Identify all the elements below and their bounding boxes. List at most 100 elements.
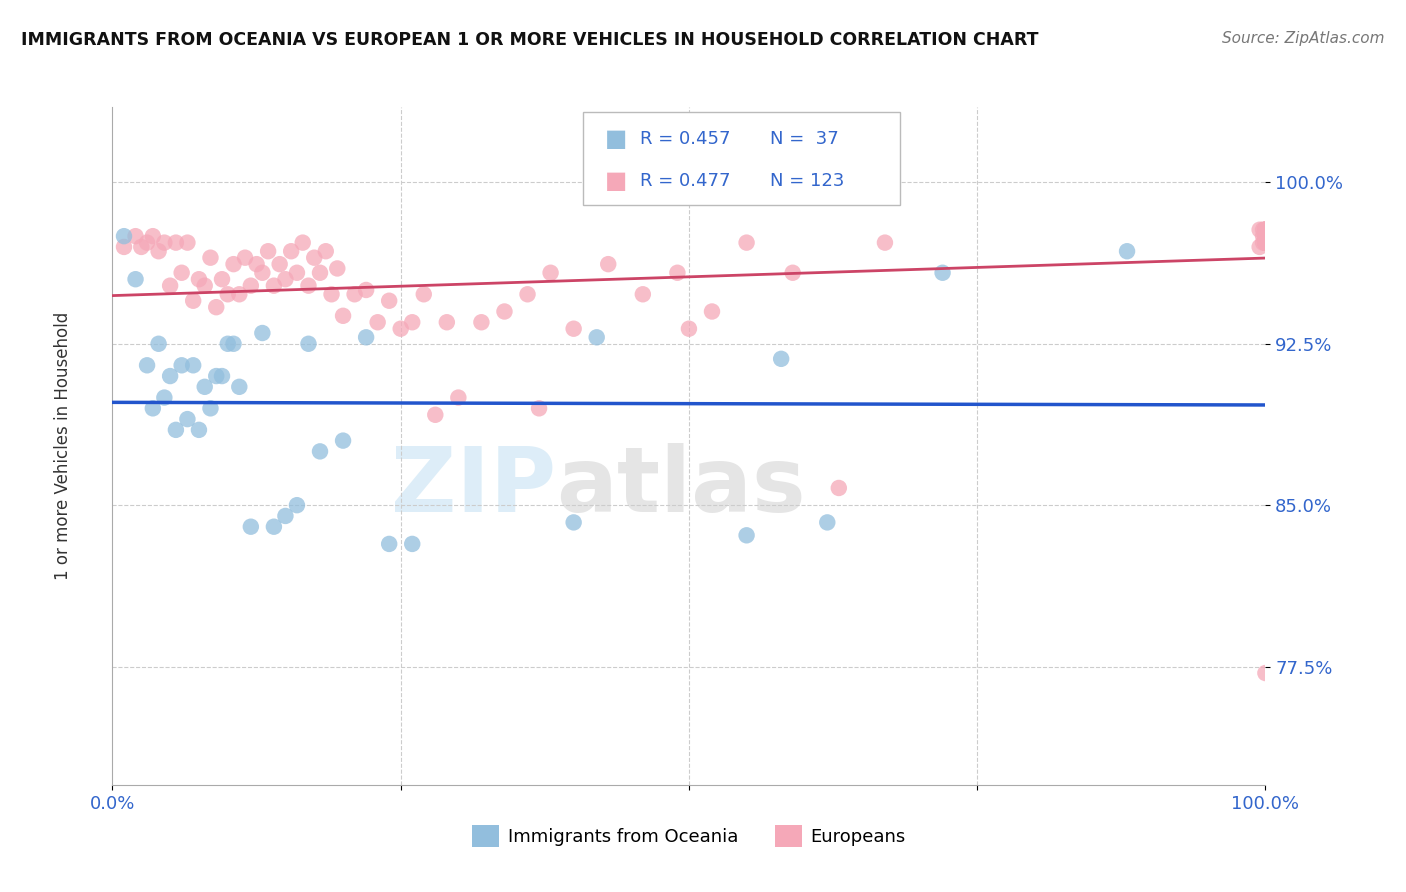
Point [562,322,585,336]
Point [233,251,256,265]
Point [1254,229,1277,244]
Point [112,240,135,254]
Point [124,272,146,286]
Point [297,278,319,293]
Point [228,380,250,394]
Point [631,287,654,301]
Text: N =  37: N = 37 [770,130,839,148]
Point [1251,229,1274,244]
Point [1254,229,1277,244]
Point [470,315,492,329]
Point [1254,235,1277,250]
Point [112,229,135,244]
Point [228,287,250,301]
Point [148,244,170,259]
Point [1254,229,1277,244]
Point [1254,235,1277,250]
Point [1254,229,1277,244]
Point [1254,229,1277,244]
Point [1251,223,1274,237]
Point [494,304,516,318]
Point [1254,229,1277,244]
Point [332,309,354,323]
Point [666,266,689,280]
Point [263,519,285,533]
Point [1254,229,1277,244]
Point [309,444,332,458]
Text: ■: ■ [605,128,627,151]
Point [1254,229,1277,244]
Point [165,423,187,437]
Point [1254,229,1277,244]
Point [1254,223,1277,237]
Point [136,359,159,373]
Point [211,272,233,286]
Point [1254,235,1277,250]
Point [815,516,838,530]
Point [412,287,434,301]
Point [148,336,170,351]
Point [332,434,354,448]
Point [1254,235,1277,250]
Point [598,257,620,271]
Point [142,229,165,244]
Point [700,304,723,318]
Point [1249,223,1271,237]
Point [188,423,211,437]
Point [1254,235,1277,250]
Point [931,266,953,280]
Point [1116,244,1139,259]
Point [194,380,217,394]
Point [1254,229,1277,244]
Point [159,369,181,384]
Point [1254,235,1277,250]
Text: ZIP: ZIP [391,442,557,531]
Point [1254,229,1277,244]
Point [1254,229,1277,244]
Point [354,283,377,297]
Point [217,287,239,301]
Point [1254,229,1277,244]
Point [142,401,165,416]
Point [181,359,204,373]
Point [153,235,176,250]
Text: R = 0.477: R = 0.477 [640,172,730,190]
Point [1254,666,1277,681]
Point [378,537,401,551]
Point [1254,235,1277,250]
Text: IMMIGRANTS FROM OCEANIA VS EUROPEAN 1 OR MORE VEHICLES IN HOUSEHOLD CORRELATION : IMMIGRANTS FROM OCEANIA VS EUROPEAN 1 OR… [21,31,1039,49]
Text: ■: ■ [605,169,627,193]
Point [129,240,153,254]
Point [205,300,228,314]
Text: atlas: atlas [557,442,806,531]
Point [269,257,291,271]
Point [562,516,585,530]
Point [447,391,470,405]
Point [1254,229,1277,244]
Point [1254,229,1277,244]
Point [770,351,793,366]
Point [1254,229,1277,244]
Point [354,330,377,344]
Point [291,235,314,250]
Point [678,322,700,336]
Point [181,293,204,308]
Point [540,266,562,280]
Point [401,315,423,329]
Point [165,235,187,250]
Text: R = 0.457: R = 0.457 [640,130,730,148]
Point [280,244,302,259]
Point [297,336,319,351]
Point [188,272,211,286]
Point [585,330,607,344]
Point [315,244,337,259]
Point [1249,240,1271,254]
Point [326,261,349,276]
Point [170,266,193,280]
Point [1251,235,1274,250]
Point [194,278,217,293]
Point [246,257,269,271]
Point [1254,229,1277,244]
Point [1254,229,1277,244]
Point [222,257,245,271]
